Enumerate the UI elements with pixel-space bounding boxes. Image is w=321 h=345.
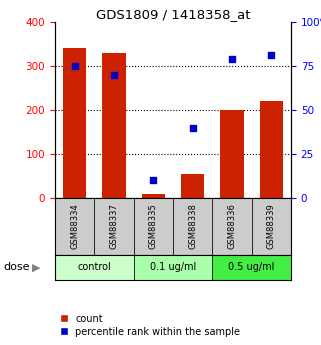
Text: GSM88339: GSM88339 <box>267 204 276 249</box>
Title: GDS1809 / 1418358_at: GDS1809 / 1418358_at <box>96 8 250 21</box>
Legend: count, percentile rank within the sample: count, percentile rank within the sample <box>60 314 240 337</box>
Bar <box>63 48 86 198</box>
Point <box>72 63 77 69</box>
Bar <box>181 174 204 198</box>
Bar <box>212 255 291 280</box>
Point <box>151 178 156 183</box>
Bar <box>252 198 291 255</box>
Text: ▶: ▶ <box>32 263 40 273</box>
Text: control: control <box>77 263 111 273</box>
Point <box>111 72 117 78</box>
Bar <box>55 198 94 255</box>
Text: GSM88337: GSM88337 <box>109 204 118 249</box>
Bar <box>212 198 252 255</box>
Text: GSM88334: GSM88334 <box>70 204 79 249</box>
Point <box>269 53 274 58</box>
Text: dose: dose <box>3 263 30 273</box>
Bar <box>134 255 212 280</box>
Bar <box>173 198 212 255</box>
Bar <box>142 194 165 198</box>
Text: 0.1 ug/ml: 0.1 ug/ml <box>150 263 196 273</box>
Text: GSM88335: GSM88335 <box>149 204 158 249</box>
Point <box>230 56 235 62</box>
Bar <box>260 101 283 198</box>
Bar <box>102 53 126 198</box>
Bar <box>94 198 134 255</box>
Text: GSM88336: GSM88336 <box>228 204 237 249</box>
Point <box>190 125 195 130</box>
Bar <box>220 110 244 198</box>
Bar <box>134 198 173 255</box>
Text: GSM88338: GSM88338 <box>188 204 197 249</box>
Bar <box>55 255 134 280</box>
Text: 0.5 ug/ml: 0.5 ug/ml <box>229 263 275 273</box>
